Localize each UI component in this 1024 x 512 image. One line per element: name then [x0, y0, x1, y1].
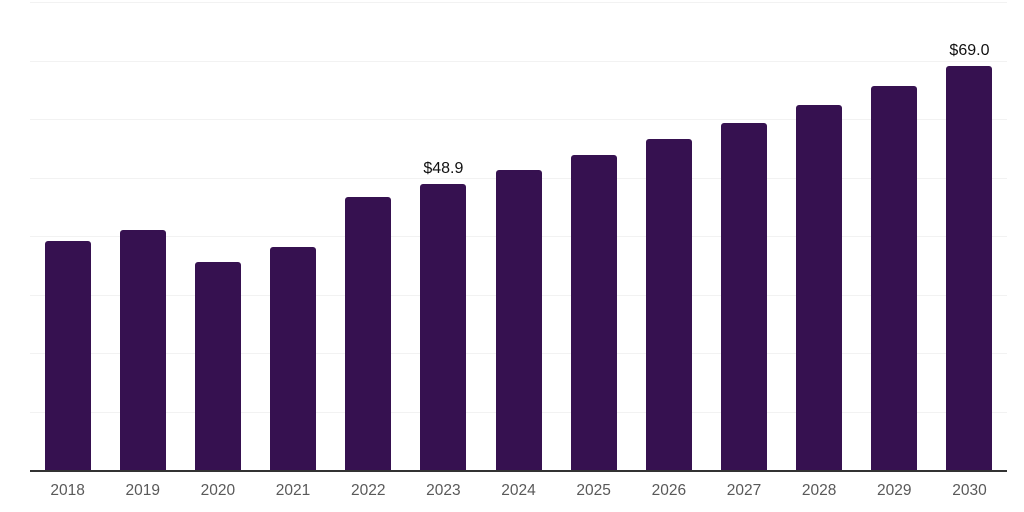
bar-2026 — [645, 138, 692, 470]
bar-2020 — [194, 261, 241, 470]
x-axis-label-2027: 2027 — [726, 482, 762, 499]
plot-area: $48.9 $69.0 — [30, 2, 1007, 472]
x-axis-label-2023: 2023 — [426, 482, 461, 499]
bar-value-label-2030: $69.0 — [949, 42, 990, 60]
bar-slot-2024 — [481, 2, 556, 470]
x-axis-label-2019: 2019 — [125, 482, 160, 499]
bar-slot-2028 — [782, 2, 857, 470]
bar-2019 — [119, 230, 166, 470]
bar-2022 — [345, 197, 392, 470]
gridline — [30, 119, 1007, 120]
bar-2025 — [570, 154, 617, 470]
bar-slot-2021 — [255, 2, 330, 470]
x-axis-label-2026: 2026 — [651, 482, 687, 499]
gridline — [30, 60, 1007, 62]
bar-slot-2029 — [857, 2, 932, 470]
bar-slot-2025 — [556, 2, 631, 470]
bar-slot-2020 — [180, 2, 255, 470]
x-axis-label-2024: 2024 — [501, 482, 536, 499]
x-axis: 2018 2019 2020 2021 2022 2023 2024 2025 2026 2027… — [30, 482, 1007, 500]
bar-2024 — [495, 169, 542, 470]
bar-2021 — [270, 246, 317, 470]
gridline — [30, 2, 1007, 3]
bar-2028 — [796, 104, 843, 470]
bar-2027 — [720, 122, 767, 470]
bar-slot-2018 — [30, 2, 105, 470]
bar-slot-2027 — [706, 2, 781, 470]
x-axis-label-2028: 2028 — [801, 482, 837, 499]
x-axis-label-2018: 2018 — [50, 482, 85, 499]
bar-2030 — [946, 66, 993, 470]
bar-value-label-2023: $48.9 — [423, 159, 464, 177]
bar-slot-2026 — [631, 2, 706, 470]
bar-slot-2030: $69.0 — [932, 2, 1007, 470]
bar-2023 — [420, 183, 467, 470]
bar-2018 — [44, 240, 91, 470]
x-axis-label-2020: 2020 — [200, 482, 236, 499]
bars-row: $48.9 $69.0 — [30, 2, 1007, 470]
bar-slot-2023: $48.9 — [406, 2, 481, 470]
bar-slot-2019 — [105, 2, 180, 470]
bar-slot-2022 — [331, 2, 406, 470]
x-axis-label-2029: 2029 — [877, 482, 912, 499]
bar-2029 — [871, 86, 918, 470]
x-axis-label-2021: 2021 — [275, 482, 311, 499]
x-axis-label-2022: 2022 — [350, 482, 386, 499]
x-axis-label-2030: 2030 — [952, 482, 987, 499]
x-axis-label-2025: 2025 — [576, 482, 611, 499]
